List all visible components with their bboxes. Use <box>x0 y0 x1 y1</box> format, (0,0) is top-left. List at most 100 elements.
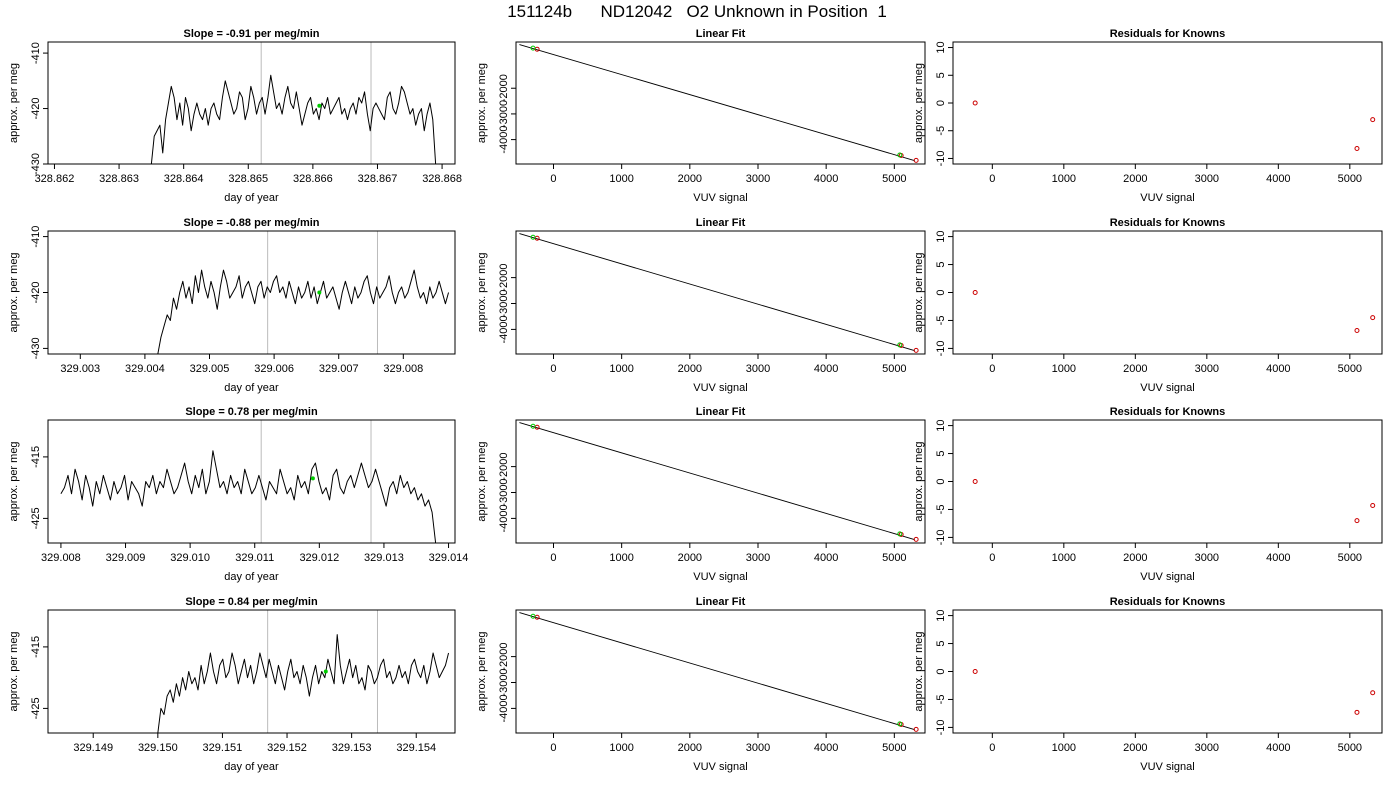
chart-3-3-xtick-label: 1000 <box>1052 552 1076 564</box>
chart-2-3-point-3 <box>1370 315 1376 321</box>
chart-2-3-ylabel: approx. per meg <box>913 252 925 332</box>
chart-2-1-xtick-label: 329.003 <box>60 363 100 375</box>
chart-3-2-fit-line <box>519 422 915 541</box>
chart-4-1-xtick-label: 329.152 <box>267 742 307 754</box>
chart-2-1-ytick-label: -410 <box>30 226 42 248</box>
chart-2-1-ylabel: approx. per meg <box>8 252 20 332</box>
chart-1-1-xtick-label: 328.866 <box>293 173 333 185</box>
chart-3-2-xtick-label: 1000 <box>609 552 633 564</box>
chart-3-2: Linear Fit 0 1000 2000 3000 4000 5000 -4000-300… <box>476 406 926 583</box>
chart-2-2-xtick-label: 1000 <box>609 363 633 375</box>
chart-2-3-ytick-label: 5 <box>935 261 947 267</box>
chart-1-3-ytick-label: 10 <box>935 41 947 53</box>
chart-3-2-point-4 <box>530 423 536 429</box>
chart-3-3-ylabel: approx. per meg <box>913 441 925 521</box>
chart-3-1-ytick-label: -415 <box>30 446 42 468</box>
chart-4-1-series-line <box>157 634 450 733</box>
chart-1-2-title: Linear Fit <box>696 28 746 40</box>
chart-1-2-xlabel: VUV signal <box>693 192 747 204</box>
chart-3-3-ytick-label: -5 <box>935 505 947 515</box>
chart-1-2-ytick-label: -2000 <box>498 74 510 102</box>
chart-2-1-title: Slope = -0.88 per meg/min <box>183 217 319 229</box>
chart-1-2-xtick-label: 3000 <box>746 173 770 185</box>
chart-3-2-xtick-label: 3000 <box>746 552 770 564</box>
chart-2-2-xtick-label: 3000 <box>746 363 770 375</box>
chart-3-3-xtick-label: 0 <box>989 552 995 564</box>
chart-3-1-xtick-label: 329.010 <box>170 552 210 564</box>
chart-2-3-xtick-label: 4000 <box>1266 363 1290 375</box>
chart-4-1-xtick-label: 329.149 <box>73 742 113 754</box>
chart-2-3-xtick-label: 0 <box>989 363 995 375</box>
chart-4-1-xtick-label: 329.154 <box>396 742 436 754</box>
chart-4-1-ytick-label: -415 <box>30 636 42 658</box>
chart-3-2-title: Linear Fit <box>696 406 746 418</box>
chart-4-2-frame <box>515 609 926 734</box>
chart-3-3-point-2 <box>1354 518 1360 524</box>
chart-4-1-ylabel: approx. per meg <box>8 631 20 711</box>
chart-3-1-title: Slope = 0.78 per meg/min <box>185 406 318 418</box>
chart-4-1-ytick-label: -425 <box>30 697 42 719</box>
chart-4-3-title: Residuals for Knowns <box>1110 596 1226 608</box>
chart-2-3-point-1 <box>972 290 978 295</box>
chart-3-2-ytick-label: -4000 <box>498 504 510 532</box>
chart-4-3-ytick-label: -10 <box>935 719 947 735</box>
chart-2-3-xtick-label: 1000 <box>1052 363 1076 375</box>
chart-2-2-ylabel: approx. per meg <box>476 252 488 332</box>
chart-3-3-xtick-label: 3000 <box>1195 552 1219 564</box>
chart-4-2-point-3 <box>913 726 919 732</box>
chart-4-1-title: Slope = 0.84 per meg/min <box>185 596 318 608</box>
chart-2-2-point-4 <box>530 234 536 240</box>
chart-1-2-xtick-label: 4000 <box>814 173 838 185</box>
chart-1-1-ytick-label: -430 <box>30 153 42 175</box>
chart-4-3-frame <box>952 609 1383 734</box>
chart-1-3-title: Residuals for Knowns <box>1110 28 1226 40</box>
chart-3-1-ytick-label: -425 <box>30 507 42 529</box>
chart-4-2: Linear Fit 0 1000 2000 3000 4000 5000 -4000-300… <box>476 596 926 773</box>
chart-1-3-ytick-label: -10 <box>935 151 947 167</box>
chart-4-3-point-3 <box>1370 690 1376 696</box>
chart-4-1-frame <box>47 609 456 734</box>
chart-3-2-ytick-label: -3000 <box>498 478 510 506</box>
chart-2-3-point-2 <box>1354 328 1360 334</box>
chart-1-3-point-2 <box>1354 145 1360 151</box>
chart-2-2-title: Linear Fit <box>696 217 746 229</box>
chart-1-1-title: Slope = -0.91 per meg/min <box>183 28 319 40</box>
chart-2-2-xtick-label: 4000 <box>814 363 838 375</box>
chart-3-2-ylabel: approx. per meg <box>476 441 488 521</box>
chart-3-3-ytick-label: 0 <box>935 478 947 484</box>
chart-3-1-xtick-label: 329.009 <box>106 552 146 564</box>
chart-3-3-ytick-label: 10 <box>935 419 947 431</box>
chart-3-3-frame <box>952 419 1383 544</box>
chart-4-3-ylabel: approx. per meg <box>913 631 925 711</box>
chart-3-2-xlabel: VUV signal <box>693 571 747 583</box>
chart-1-2-point-5 <box>897 152 903 158</box>
chart-2-2-xtick-label: 2000 <box>678 363 702 375</box>
chart-1-1-xtick-label: 328.865 <box>228 173 268 185</box>
chart-4-1-xtick-label: 329.150 <box>138 742 178 754</box>
chart-1-2-ylabel: approx. per meg <box>476 63 488 143</box>
chart-2-1-xtick-label: 329.004 <box>125 363 165 375</box>
chart-1-3-xlabel: VUV signal <box>1140 192 1194 204</box>
chart-1-1-frame <box>47 41 456 165</box>
chart-3-2-point-3 <box>913 536 919 542</box>
chart-3-2-xtick-label: 2000 <box>678 552 702 564</box>
chart-2-1-xtick-label: 329.008 <box>383 363 423 375</box>
chart-2-3-ytick-label: -5 <box>935 316 947 326</box>
chart-2-3-ytick-label: 0 <box>935 289 947 295</box>
chart-1-1-xtick-label: 328.867 <box>358 173 398 185</box>
chart-1-1-xtick-label: 328.862 <box>35 173 75 185</box>
chart-1-1-ytick-label: -420 <box>30 98 42 120</box>
chart-3-1-xtick-label: 329.014 <box>429 552 469 564</box>
chart-3-2-xtick-label: 5000 <box>882 552 906 564</box>
chart-3-3-point-1 <box>972 479 978 484</box>
chart-1-2-ytick-label: -3000 <box>498 100 510 128</box>
chart-3-3-xlabel: VUV signal <box>1140 571 1194 583</box>
chart-1-3-xtick-label: 0 <box>989 173 995 185</box>
chart-2-2-xtick-label: 0 <box>550 363 556 375</box>
chart-3-1-xtick-label: 329.013 <box>364 552 404 564</box>
chart-2-2-xlabel: VUV signal <box>693 382 747 394</box>
chart-3-3-xtick-label: 2000 <box>1123 552 1147 564</box>
chart-3-1-marker-point <box>310 476 315 481</box>
chart-2-3-xlabel: VUV signal <box>1140 382 1194 394</box>
